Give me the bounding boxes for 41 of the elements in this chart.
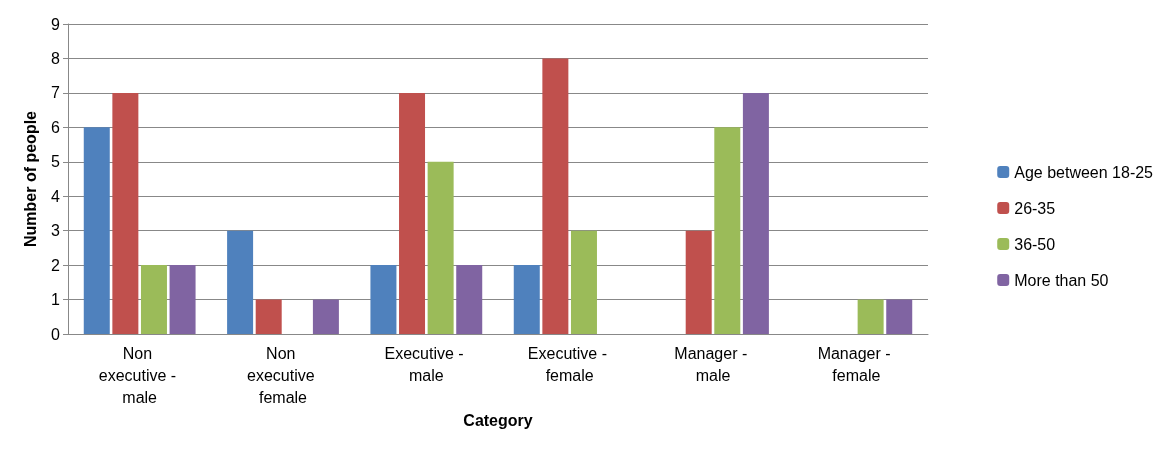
bar xyxy=(886,299,913,334)
x-tick-label: Manager - male xyxy=(674,344,752,384)
y-tick-label: 0 xyxy=(51,325,61,343)
y-tick-label: 5 xyxy=(51,153,61,171)
legend-label: Age between 18-25 xyxy=(1014,163,1154,181)
y-tick-label: 9 xyxy=(51,15,61,33)
y-tick-label: 3 xyxy=(51,222,61,240)
bar xyxy=(112,92,139,334)
bar xyxy=(685,230,712,334)
x-tick-label: Executive - female xyxy=(527,344,612,384)
y-axis-title: Number of people xyxy=(21,110,39,248)
y-tick-label: 2 xyxy=(51,256,61,274)
y-tick-label: 4 xyxy=(51,187,61,205)
bar xyxy=(714,127,741,334)
y-tick-label: 6 xyxy=(51,118,61,136)
legend-label: More than 50 xyxy=(1014,271,1109,289)
bar xyxy=(312,299,339,334)
bar xyxy=(399,92,426,334)
x-axis-title: Category xyxy=(463,412,533,430)
bar xyxy=(427,161,454,334)
x-tick-label: Executive - male xyxy=(384,344,469,384)
bar xyxy=(456,265,483,334)
x-tick-label: Manager - female xyxy=(817,344,896,384)
y-tick-label: 7 xyxy=(51,84,61,102)
bar xyxy=(542,58,569,334)
legend-label: 36-50 xyxy=(1014,235,1056,253)
bar xyxy=(742,92,769,334)
bar xyxy=(513,265,540,334)
y-tick-label: 1 xyxy=(51,291,61,309)
bar xyxy=(169,265,196,334)
bar xyxy=(140,265,167,334)
legend-label: 26-35 xyxy=(1014,199,1056,217)
bar xyxy=(227,230,254,334)
bar xyxy=(255,299,282,334)
y-tick-label: 8 xyxy=(51,49,61,67)
bar xyxy=(370,265,397,334)
bar xyxy=(570,230,597,334)
x-tick-label: Non executive female xyxy=(246,344,320,406)
bar xyxy=(83,127,110,334)
bar xyxy=(857,299,884,334)
x-tick-label: Non executive - male xyxy=(98,344,181,406)
